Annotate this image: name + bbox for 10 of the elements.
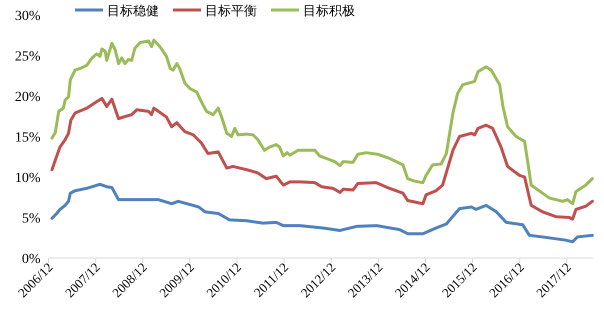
y-tick-label: 25% [14, 50, 41, 64]
y-tick-label: 5% [22, 212, 41, 226]
y-tick-label: 20% [14, 90, 41, 105]
y-tick-label: 30% [14, 9, 41, 24]
y-tick-label: 0% [22, 252, 41, 267]
y-tick-label: 15% [14, 130, 41, 146]
y-tick-label: 10% [14, 171, 41, 186]
legend-label: 目标平衡 [205, 4, 257, 19]
legend-label: 目标积极 [303, 4, 355, 19]
legend-label: 目标稳健 [107, 4, 159, 19]
